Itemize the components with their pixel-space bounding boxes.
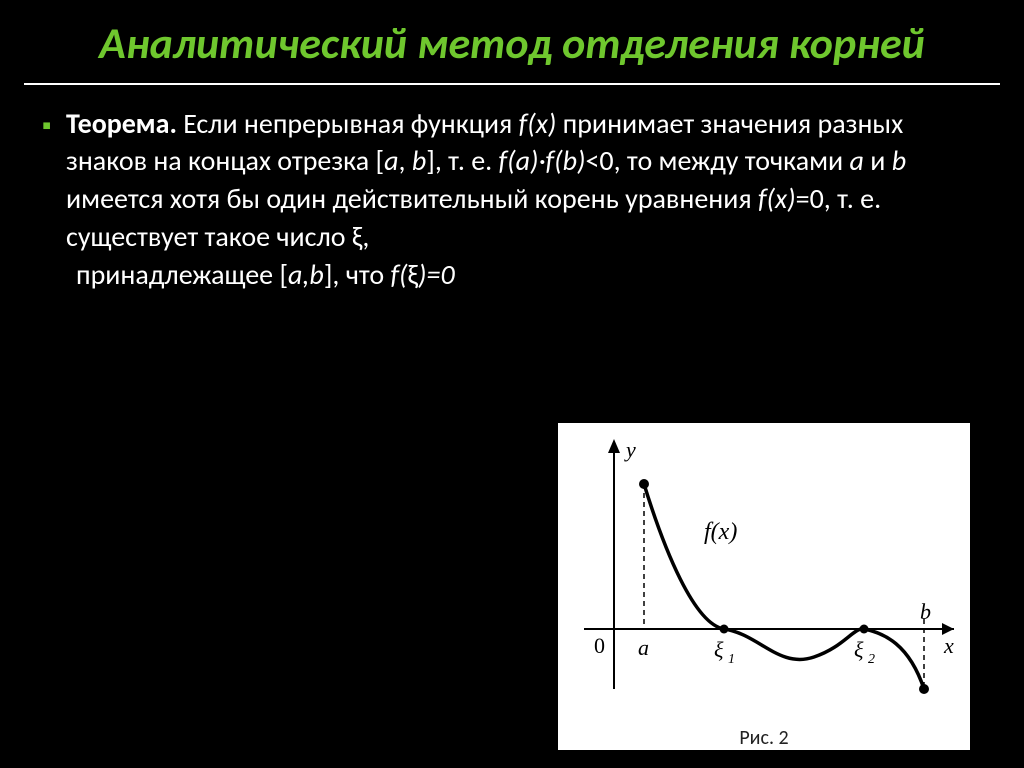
theorem-label: Теорема. — [66, 106, 177, 141]
svg-text:a: a — [638, 635, 649, 660]
t3: ], т. е. — [426, 143, 498, 178]
xi: ξ — [408, 257, 419, 292]
and: и — [864, 143, 892, 178]
a: a — [384, 143, 398, 178]
svg-text:x: x — [943, 633, 954, 658]
svg-text:ξ: ξ — [714, 637, 724, 662]
a2: a — [850, 143, 864, 178]
bullet-item: ▪ Теорема. Если непрерывная функция f(x)… — [42, 105, 982, 256]
bullet-icon: ▪ — [42, 105, 66, 143]
fxiend: )=0 — [418, 257, 455, 292]
graph-svg: yx0abξ1ξ2f(x) — [564, 429, 964, 719]
fx: f(x) — [519, 106, 557, 141]
ab: a,b — [288, 257, 324, 292]
slide: Аналитический метод отделения корней ▪ Т… — [0, 0, 1024, 768]
t1: Если непрерывная функция — [177, 106, 519, 141]
svg-text:y: y — [624, 437, 636, 462]
slide-title: Аналитический метод отделения корней — [40, 18, 984, 69]
fx2: f(x) — [758, 181, 796, 216]
svg-text:ξ: ξ — [854, 637, 864, 662]
b2: b — [892, 143, 906, 178]
title-block: Аналитический метод отделения корней — [0, 0, 1024, 77]
figure-caption: Рис. 2 — [564, 726, 964, 750]
content-area: ▪ Теорема. Если непрерывная функция f(x)… — [0, 85, 1024, 294]
figure: yx0abξ1ξ2f(x) Рис. 2 — [554, 423, 974, 750]
svg-text:2: 2 — [868, 652, 875, 667]
t4: имеется хотя бы один действительный коре… — [66, 181, 758, 216]
svg-text:0: 0 — [594, 633, 605, 658]
fxi: f( — [390, 257, 407, 292]
svg-text:1: 1 — [728, 652, 735, 667]
svg-text:b: b — [920, 599, 931, 624]
figure-canvas: yx0abξ1ξ2f(x) Рис. 2 — [558, 423, 970, 750]
theorem-text: Теорема. Если непрерывная функция f(x) п… — [66, 105, 982, 256]
lt0: <0, то между точками — [585, 143, 849, 178]
fafb: f(a)·f(b) — [499, 143, 586, 178]
comma: , — [399, 143, 412, 178]
l2a: принадлежащее [ — [76, 257, 288, 292]
svg-text:f(x): f(x) — [704, 519, 737, 545]
l2b: ], что — [324, 257, 391, 292]
b: b — [412, 143, 426, 178]
theorem-continuation: принадлежащее [a,b], что f(ξ)=0 — [42, 256, 982, 294]
